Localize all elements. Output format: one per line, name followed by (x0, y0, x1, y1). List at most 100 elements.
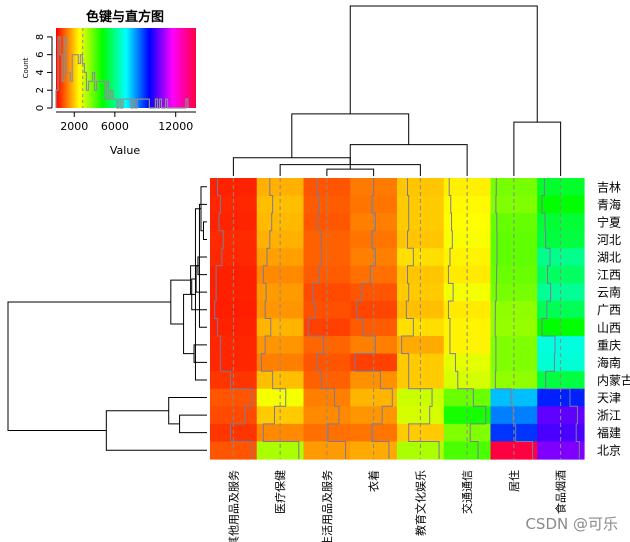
heatmap-cell (256, 371, 305, 390)
row-dendrogram-link (7, 301, 171, 431)
heatmap-cell (537, 265, 585, 284)
column-dendrogram (232, 5, 562, 176)
column-label: 医疗保健 (273, 470, 287, 514)
row-label: 北京 (597, 444, 621, 458)
heatmap-cell (256, 265, 305, 284)
heatmap-cell (350, 406, 398, 425)
heatmap-cell (210, 406, 258, 425)
heatmap-cell (537, 371, 585, 390)
row-dendrogram-link (195, 265, 207, 293)
heatmap-cell (490, 441, 538, 460)
row-label: 福建 (597, 425, 621, 440)
color-key-x-label: Value (110, 144, 140, 157)
color-key-y-label: Count (22, 57, 30, 78)
heatmap-cell (443, 336, 492, 355)
row-label: 浙江 (597, 409, 621, 423)
heatmap-cell (397, 230, 445, 249)
trace-line (541, 178, 580, 459)
heatmap-cell (443, 406, 492, 425)
trace-line (354, 178, 393, 459)
color-key-histogram (55, 36, 189, 109)
heatmap-cell (443, 265, 492, 284)
color-key-x-tick-label: 2000 (60, 120, 88, 133)
color-key-y-tick-label: 0 (35, 105, 46, 111)
heatmap-cell (303, 336, 351, 355)
row-label: 吉林 (597, 180, 621, 194)
heatmap-cell (210, 441, 258, 460)
heatmap-cell (397, 195, 445, 214)
heatmap-cell (350, 195, 398, 214)
heatmap-cell (397, 300, 445, 320)
row-dendrogram-link (170, 279, 191, 325)
column-labels: 其他用品及服务 医疗保健 生活用品及服务 衣着 教育文化娱乐 交通通信 居住 食品烟酒 (227, 470, 567, 542)
heatmap-cells (210, 178, 585, 460)
row-label: 宁夏 (597, 214, 621, 229)
heatmap-cell (443, 441, 492, 460)
row-label: 河北 (597, 233, 621, 247)
heatmap-cell (443, 371, 492, 390)
color-key: 色键与直方图 Value Count 2000 6000 12000 0 2 4 6 8 (22, 9, 196, 157)
column-dendrogram-link (279, 164, 421, 176)
heatmap-cell (210, 300, 258, 320)
heatmap-cell (490, 406, 538, 425)
row-dendrogram-link (200, 186, 207, 232)
column-label: 食品烟酒 (554, 470, 568, 514)
heatmap-cell (256, 406, 305, 425)
heatmap-cell (256, 230, 305, 249)
heatmap-cell (537, 230, 585, 249)
heatmap-cell (490, 371, 538, 390)
row-dendrogram-link (193, 344, 207, 363)
heatmap-cell (443, 300, 492, 320)
heatmap-cell (303, 265, 351, 284)
row-dendrogram-link (191, 278, 207, 311)
trace-line (401, 178, 440, 459)
row-label: 重庆 (597, 338, 621, 352)
column-dendrogram-link (349, 144, 468, 176)
row-label: 湖北 (597, 250, 621, 265)
heatmap-cell (443, 230, 492, 249)
color-key-y-tick-label: 8 (35, 34, 46, 40)
heatmap-cell (303, 300, 351, 320)
row-dendrogram-link (202, 221, 207, 240)
color-key-y-tick-label: 2 (35, 87, 46, 93)
heatmap-cell (490, 230, 538, 249)
column-label: 衣着 (367, 470, 381, 492)
column-dendrogram-link (326, 168, 375, 176)
row-dendrogram-link (105, 410, 207, 451)
heatmap-cell (537, 441, 585, 460)
heatmap-cell (350, 300, 398, 320)
column-label: 其他用品及服务 (227, 470, 240, 542)
row-label: 山西 (597, 321, 621, 335)
heatmap-cell (490, 336, 538, 355)
heatmap-cell (537, 300, 585, 320)
heatmap-cell (210, 265, 258, 284)
row-label: 江西 (597, 268, 621, 282)
heatmap-cell (537, 406, 585, 425)
heatmap-cell (303, 441, 351, 460)
trace-line (307, 178, 347, 459)
heatmap-cell (537, 336, 585, 355)
heatmap-cell (210, 230, 258, 249)
row-dendrogram-link (197, 256, 207, 276)
color-key-x-tick-label: 6000 (101, 120, 129, 133)
row-label: 青海 (597, 197, 621, 212)
heatmap-cell (350, 265, 398, 284)
heatmap-cell (210, 371, 258, 390)
row-label: 天津 (597, 391, 621, 405)
heatmap-cell (397, 371, 445, 390)
heatmap-cell (350, 441, 398, 460)
row-label: 内蒙古 (597, 372, 630, 387)
heatmap-cell (443, 195, 492, 214)
heatmap-traces (214, 178, 580, 459)
heatmap-cell (210, 195, 258, 214)
heatmap-cell (350, 371, 398, 390)
color-key-y-tick-label: 6 (35, 51, 46, 57)
trace-line (447, 178, 487, 459)
heatmap-cell (350, 336, 398, 355)
heatmap-cell (256, 441, 305, 460)
row-dendrogram-link (194, 208, 207, 381)
column-label: 教育文化娱乐 (413, 470, 427, 536)
heatmap-cell (490, 265, 538, 284)
heatmap-cell (256, 336, 305, 355)
